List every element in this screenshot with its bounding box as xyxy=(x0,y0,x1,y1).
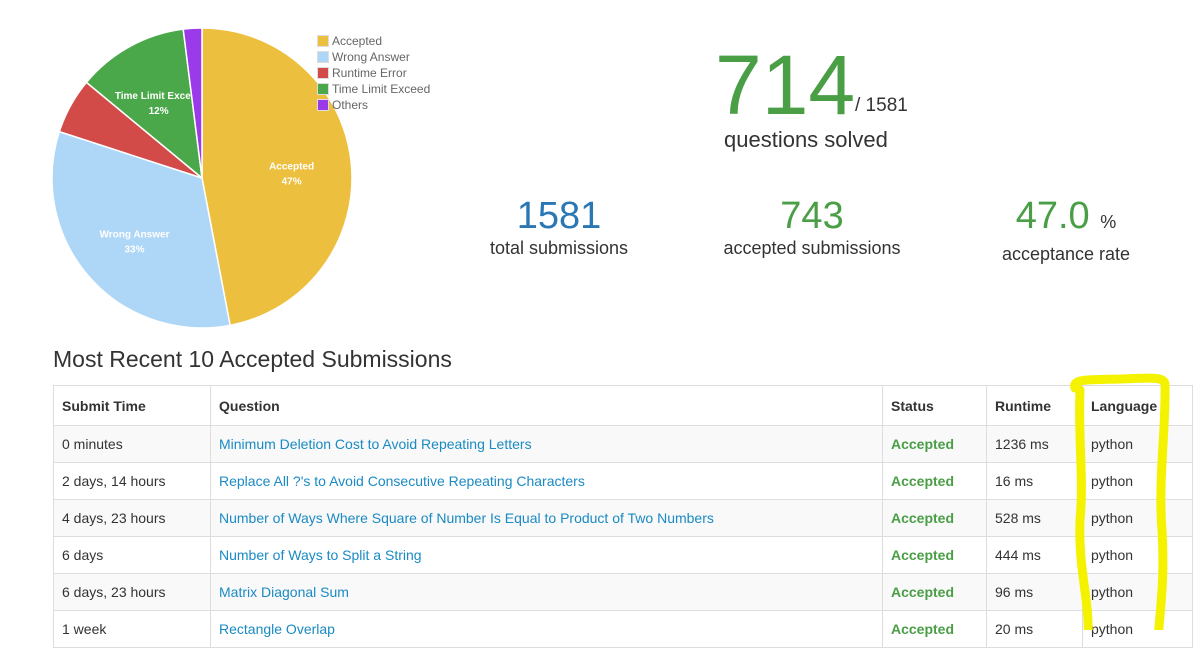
question-link-cell: Rectangle Overlap xyxy=(210,610,883,648)
runtime-cell: 444 ms xyxy=(986,536,1083,574)
language-cell: python xyxy=(1082,425,1193,463)
question-link-cell: Minimum Deletion Cost to Avoid Repeating… xyxy=(210,425,883,463)
legend-label: Others xyxy=(332,98,369,112)
status-cell: Accepted xyxy=(882,425,987,463)
submit-time-cell: 0 minutes xyxy=(53,425,211,463)
legend-label: Wrong Answer xyxy=(332,50,410,64)
language-cell: python xyxy=(1082,462,1193,500)
legend-label: Time Limit Exceed xyxy=(332,82,431,96)
runtime-cell: 528 ms xyxy=(986,499,1083,537)
question-link-cell: Replace All ?'s to Avoid Consecutive Rep… xyxy=(210,462,883,500)
status-cell: Accepted xyxy=(882,536,987,574)
pie-percent-label: 47% xyxy=(282,177,302,188)
pie-slice-others[interactable] xyxy=(182,27,203,179)
language-cell: python xyxy=(1082,499,1193,537)
language-cell: python xyxy=(1082,573,1193,611)
pie-slice-wrong-answer[interactable] xyxy=(51,130,231,329)
question-link[interactable]: Minimum Deletion Cost to Avoid Repeating… xyxy=(219,436,532,452)
pie-percent-label: 12% xyxy=(149,106,169,117)
total-questions: / 1581 xyxy=(855,95,908,116)
runtime-cell: 1236 ms xyxy=(986,425,1083,463)
solved-label: questions solved xyxy=(724,127,888,152)
legend-swatch xyxy=(317,51,329,63)
legend-swatch xyxy=(317,99,329,111)
legend-label: Runtime Error xyxy=(332,66,407,80)
column-header: Language xyxy=(1082,385,1193,426)
question-link[interactable]: Rectangle Overlap xyxy=(219,621,335,637)
question-link-cell: Number of Ways to Split a String xyxy=(210,536,883,574)
pie-legend: Accepted Wrong Answer Runtime Error Time Li… xyxy=(317,33,430,113)
accepted-submissions-label: accepted submissions xyxy=(723,238,901,258)
pie-slice-label: Accepted xyxy=(269,162,314,173)
submit-time-cell: 4 days, 23 hours xyxy=(53,499,211,537)
status-cell: Accepted xyxy=(882,573,987,611)
table-row: 6 days Number of Ways to Split a String Ac… xyxy=(53,536,1193,574)
status-cell: Accepted xyxy=(882,610,987,648)
total-submissions-label: total submissions xyxy=(489,238,629,258)
legend-swatch xyxy=(317,83,329,95)
table-row: 1 week Rectangle Overlap Accepted 20 ms pyth… xyxy=(53,610,1193,648)
legend-item[interactable]: Wrong Answer xyxy=(317,49,430,65)
column-header: Status xyxy=(882,385,987,426)
acceptance-rate-stat: 47.0 % acceptance rate xyxy=(941,194,1191,265)
legend-label: Accepted xyxy=(332,34,383,48)
question-link[interactable]: Replace All ?'s to Avoid Consecutive Rep… xyxy=(219,473,585,489)
runtime-cell: 20 ms xyxy=(986,610,1083,648)
table-row: 4 days, 23 hours Number of Ways Where Squ… xyxy=(53,499,1193,537)
legend-item[interactable]: Others xyxy=(317,97,430,113)
legend-item[interactable]: Accepted xyxy=(317,33,430,49)
language-cell: python xyxy=(1082,536,1193,574)
legend-swatch xyxy=(317,67,329,79)
legend-item[interactable]: Time Limit Exceed xyxy=(317,81,430,97)
recent-submissions-title: Most Recent 10 Accepted Submissions xyxy=(53,346,452,372)
solved-count: 714 xyxy=(715,38,856,132)
status-cell: Accepted xyxy=(882,462,987,500)
language-cell: python xyxy=(1082,610,1193,648)
acceptance-unit: % xyxy=(1100,212,1117,232)
table-row: 2 days, 14 hours Replace All ?'s to Avoid… xyxy=(53,462,1193,500)
pie-slice-label: Wrong Answer xyxy=(99,230,169,241)
question-link[interactable]: Number of Ways to Split a String xyxy=(219,547,422,563)
question-link[interactable]: Matrix Diagonal Sum xyxy=(219,584,349,600)
pie-percent-label: 33% xyxy=(124,245,144,256)
total-submissions-value: 1581 xyxy=(516,195,602,237)
total-submissions-stat: 1581 total submissions xyxy=(434,194,684,259)
submissions-table: Submit Time Question Status Runtime Language… xyxy=(53,385,1193,648)
runtime-cell: 16 ms xyxy=(986,462,1083,500)
question-link-cell: Matrix Diagonal Sum xyxy=(210,573,883,611)
pie-slice-time-limit-exceed[interactable] xyxy=(85,28,203,180)
pie-slice-label: Time Limit Exceed xyxy=(115,91,203,102)
submit-time-cell: 6 days xyxy=(53,536,211,574)
column-header: Submit Time xyxy=(53,385,211,426)
question-link-cell: Number of Ways Where Square of Number Is… xyxy=(210,499,883,537)
pie-slice-accepted[interactable] xyxy=(201,27,353,327)
legend-swatch xyxy=(317,35,329,47)
submit-time-cell: 2 days, 14 hours xyxy=(53,462,211,500)
submit-time-cell: 1 week xyxy=(53,610,211,648)
column-header: Question xyxy=(210,385,883,426)
runtime-cell: 96 ms xyxy=(986,573,1083,611)
submission-pie-chart: Accepted 47% Wrong Answer 33% Time Limit Exc… xyxy=(51,27,353,329)
acceptance-rate-value: 47.0 xyxy=(1015,195,1090,237)
question-link[interactable]: Number of Ways Where Square of Number Is… xyxy=(219,510,714,526)
status-cell: Accepted xyxy=(882,499,987,537)
legend-item[interactable]: Runtime Error xyxy=(317,65,430,81)
table-row: 6 days, 23 hours Matrix Diagonal Sum Accep… xyxy=(53,573,1193,611)
accepted-submissions-value: 743 xyxy=(780,195,844,237)
acceptance-rate-label: acceptance rate xyxy=(1001,244,1131,264)
table-row: 0 minutes Minimum Deletion Cost to Avoid … xyxy=(53,425,1193,463)
submit-time-cell: 6 days, 23 hours xyxy=(53,573,211,611)
accepted-submissions-stat: 743 accepted submissions xyxy=(687,194,937,259)
column-header: Runtime xyxy=(986,385,1083,426)
